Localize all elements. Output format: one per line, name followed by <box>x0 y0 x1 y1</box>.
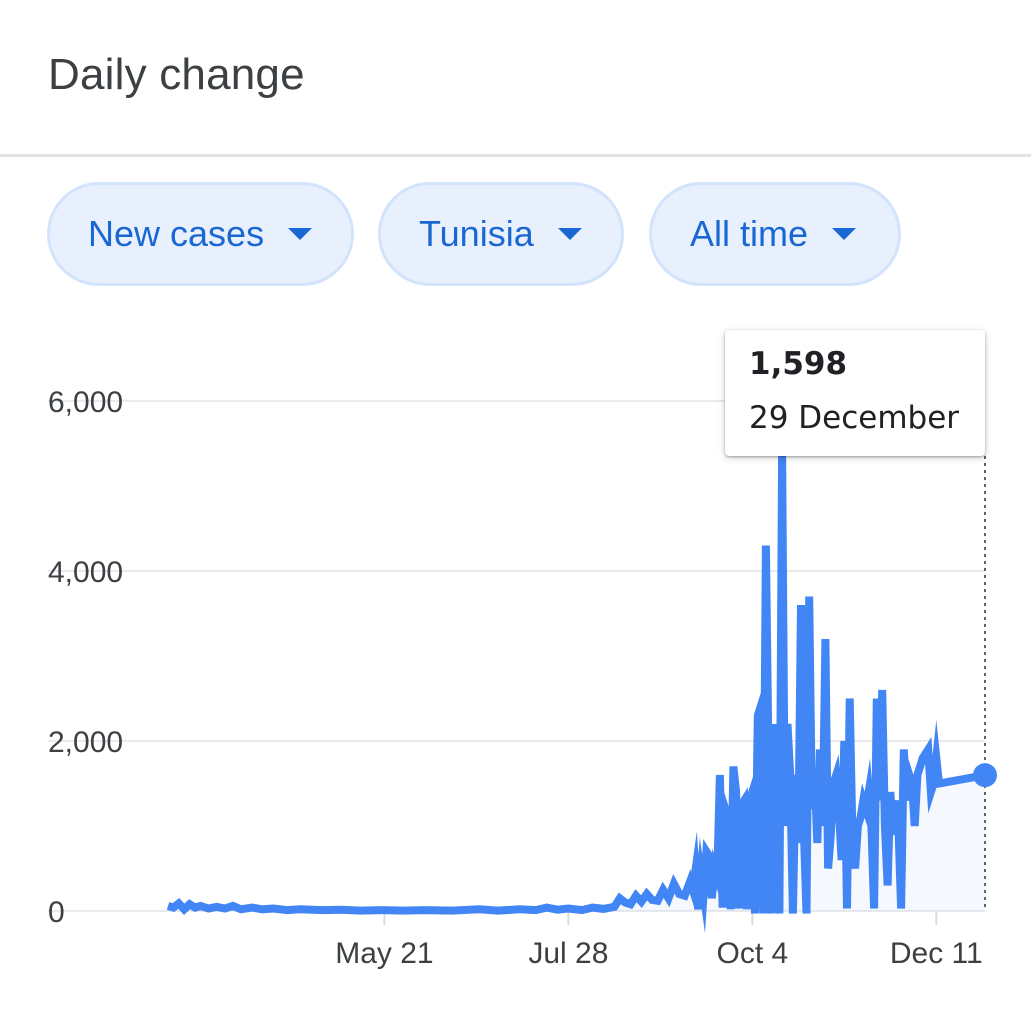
y-tick-label: 0 <box>48 896 65 929</box>
metric-dropdown-label: New cases <box>88 213 265 254</box>
highlight-point <box>973 763 997 788</box>
x-tick-label: May 21 <box>335 937 433 970</box>
daily-change-chart[interactable]: 0 2,000 4,000 6,000 May 21 Jul 28 Oct 4 Dec 11 <box>0 300 1031 1000</box>
y-tick-label: 2,000 <box>48 726 123 759</box>
card-header: Daily change <box>0 0 1031 157</box>
region-dropdown-label: Tunisia <box>419 213 534 254</box>
caret-down-icon <box>288 228 313 240</box>
period-dropdown[interactable]: All time <box>649 182 901 286</box>
x-tick-label: Oct 4 <box>716 937 788 970</box>
chart-tooltip: 1,598 29 December <box>725 330 985 456</box>
x-tick-label: Jul 28 <box>528 937 608 970</box>
region-dropdown[interactable]: Tunisia <box>378 182 624 286</box>
page-title: Daily change <box>48 50 305 99</box>
y-tick-label: 6,000 <box>48 386 123 419</box>
caret-down-icon <box>832 228 857 240</box>
tooltip-date: 29 December <box>749 400 960 436</box>
series-area <box>168 452 985 914</box>
y-tick-label: 4,000 <box>48 556 123 589</box>
period-dropdown-label: All time <box>690 213 809 254</box>
tooltip-value: 1,598 <box>749 346 848 382</box>
metric-dropdown[interactable]: New cases <box>47 182 354 286</box>
caret-down-icon <box>557 228 582 240</box>
series-line <box>166 451 986 934</box>
x-tick-label: Dec 11 <box>890 937 983 970</box>
